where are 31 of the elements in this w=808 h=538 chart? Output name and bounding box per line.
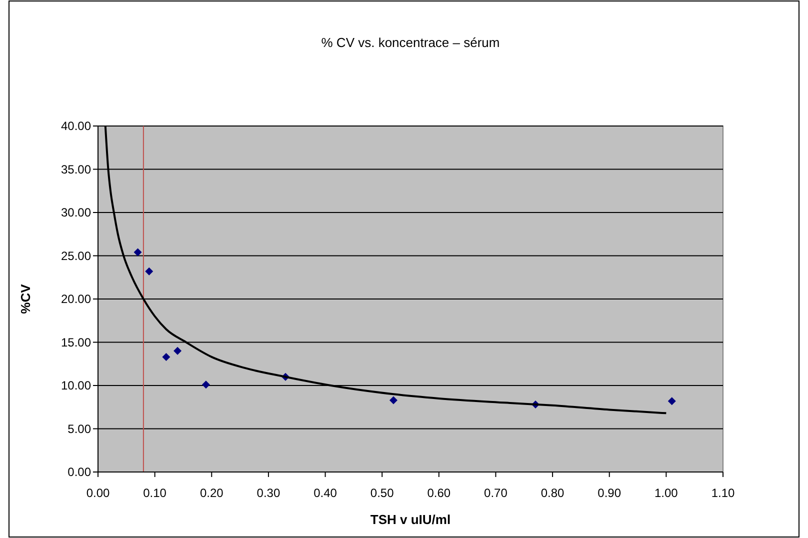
x-tick-label: 1.00 [654,486,678,500]
x-tick-label: 0.00 [86,486,110,500]
point [389,396,398,404]
y-axis-title: %CV [18,284,33,314]
point [162,352,170,361]
x-tick-label: 0.30 [256,486,280,500]
point [202,380,210,389]
y-tick-label: 10.00 [60,378,92,392]
x-tick-label: 0.20 [200,486,224,500]
x-tick-label: 0.70 [484,486,508,500]
x-tick-label: 0.90 [598,486,622,500]
x-tick-label: 0.40 [314,486,338,500]
x-tick-label: 0.10 [143,486,167,500]
y-tick-label: 15.00 [60,335,92,350]
y-tick-label: 0.00 [68,465,92,479]
x-axis-title: TSH v uIU/ml [370,512,451,527]
point [668,397,676,406]
x-tick-label: 1.10 [711,486,735,500]
x-tick-label: 0.50 [370,486,394,500]
y-tick-label: 5.00 [68,422,92,436]
point [174,346,182,355]
y-tick-label: 35.00 [60,162,92,176]
y-tick-label: 20.00 [60,292,92,306]
point [145,267,154,276]
x-tick-label: 0.60 [427,486,451,500]
y-tick-label: 30.00 [60,206,92,220]
point [134,248,142,256]
chart-title: % CV vs. koncentrace – sérum [321,35,500,50]
y-tick-label: 25.00 [60,248,92,263]
x-tick-label: 0.80 [540,486,565,500]
y-tick-label: 40.00 [60,119,92,133]
